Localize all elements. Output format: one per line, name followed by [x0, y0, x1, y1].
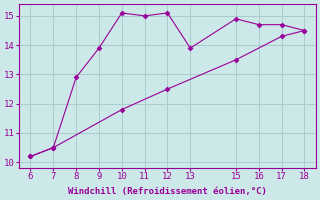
- X-axis label: Windchill (Refroidissement éolien,°C): Windchill (Refroidissement éolien,°C): [68, 187, 267, 196]
